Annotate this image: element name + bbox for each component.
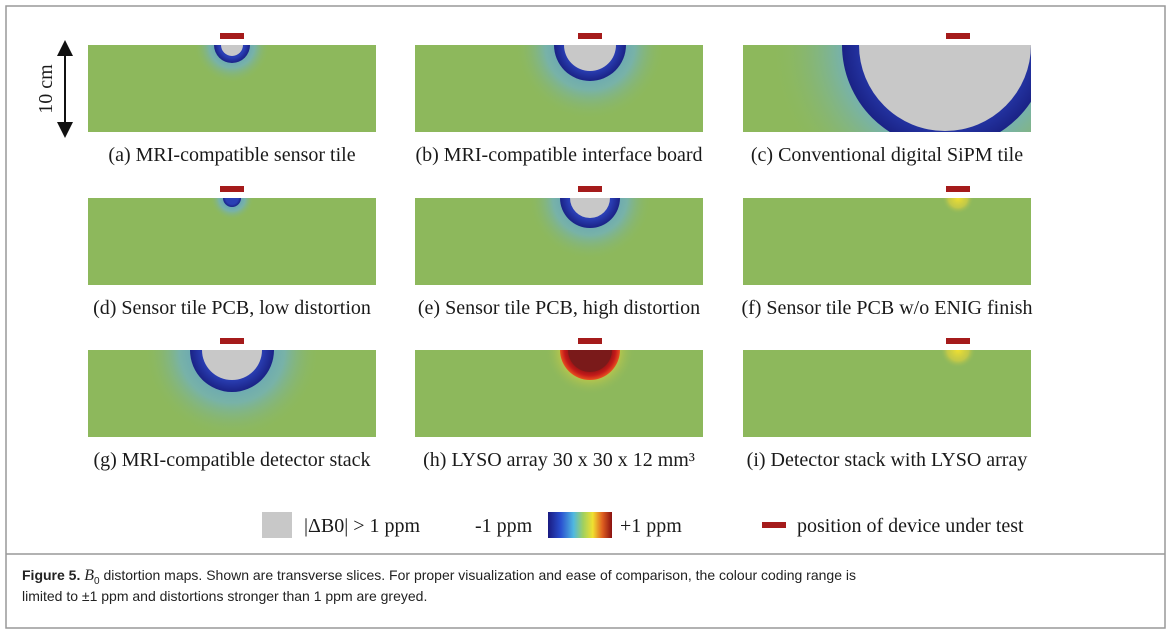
caption-line1: Figure 5. B0 distortion maps. Shown are …: [22, 567, 856, 587]
panel-label: (a) MRI-compatible sensor tile: [108, 144, 355, 166]
panel: (i) Detector stack with LYSO array: [743, 332, 1031, 471]
map: [743, 198, 1031, 285]
device-marker: [578, 186, 602, 192]
distortion: [194, 7, 270, 83]
scale-label: 10 cm: [35, 64, 57, 114]
grey-swatch: [262, 512, 292, 538]
device-marker: [220, 338, 244, 344]
grey-zone: [202, 320, 262, 380]
marker-label: position of device under test: [797, 515, 1024, 537]
device-marker: [578, 338, 602, 344]
device-marker: [946, 338, 970, 344]
grey-zone: [570, 178, 610, 218]
colorbar-min: -1 ppm: [475, 515, 533, 537]
device-marker: [946, 33, 970, 39]
device-marker: [220, 33, 244, 39]
panel: (c) Conventional digital SiPM tile: [743, 0, 1120, 220]
colorbar: [548, 512, 612, 538]
caption-text1: distortion maps. Shown are transverse sl…: [100, 567, 856, 583]
distortion: [144, 262, 320, 438]
panel: (f) Sensor tile PCB w/o ENIG finish: [741, 182, 1032, 319]
caption-line2: limited to ±1 ppm and distortions strong…: [22, 588, 427, 604]
distortion: [940, 332, 976, 368]
colorbar-max: +1 ppm: [620, 515, 682, 537]
device-marker: [946, 186, 970, 192]
grey-zone: [564, 19, 616, 71]
distortion: [210, 176, 254, 220]
panel-label: (i) Detector stack with LYSO array: [747, 449, 1028, 471]
caption-symbol: B: [84, 567, 94, 584]
halo: [940, 332, 976, 368]
map: [743, 350, 1031, 437]
panel: (g) MRI-compatible detector stack: [88, 262, 376, 471]
figure: 10 cm (a) MRI-compatible sensor tile (b) …: [0, 0, 1171, 634]
panel-label: (h) LYSO array 30 x 30 x 12 mm³: [423, 449, 695, 471]
panel: (h) LYSO array 30 x 30 x 12 mm³: [415, 305, 703, 471]
legend: |ΔB0| > 1 ppm -1 ppm +1 ppm position of …: [262, 512, 1024, 538]
panel-label: (f) Sensor tile PCB w/o ENIG finish: [741, 297, 1032, 319]
panel-label: (g) MRI-compatible detector stack: [93, 449, 370, 471]
device-marker: [220, 186, 244, 192]
panel: (d) Sensor tile PCB, low distortion: [88, 176, 376, 319]
panel: (a) MRI-compatible sensor tile: [88, 7, 376, 166]
panels: (a) MRI-compatible sensor tile (b) MRI-co…: [88, 0, 1120, 471]
distortion: [770, 0, 1120, 220]
device-marker: [578, 33, 602, 39]
grey-zone: [568, 328, 612, 372]
caption-label: Figure 5.: [22, 567, 80, 583]
panel-label: (b) MRI-compatible interface board: [415, 144, 702, 166]
panel-label: (e) Sensor tile PCB, high distortion: [418, 297, 700, 319]
panel-label: (d) Sensor tile PCB, low distortion: [93, 297, 371, 319]
panel-label: (c) Conventional digital SiPM tile: [751, 144, 1023, 166]
panel: (b) MRI-compatible interface board: [415, 0, 703, 166]
marker-swatch: [762, 522, 786, 528]
grey-label: |ΔB0| > 1 ppm: [304, 515, 420, 537]
